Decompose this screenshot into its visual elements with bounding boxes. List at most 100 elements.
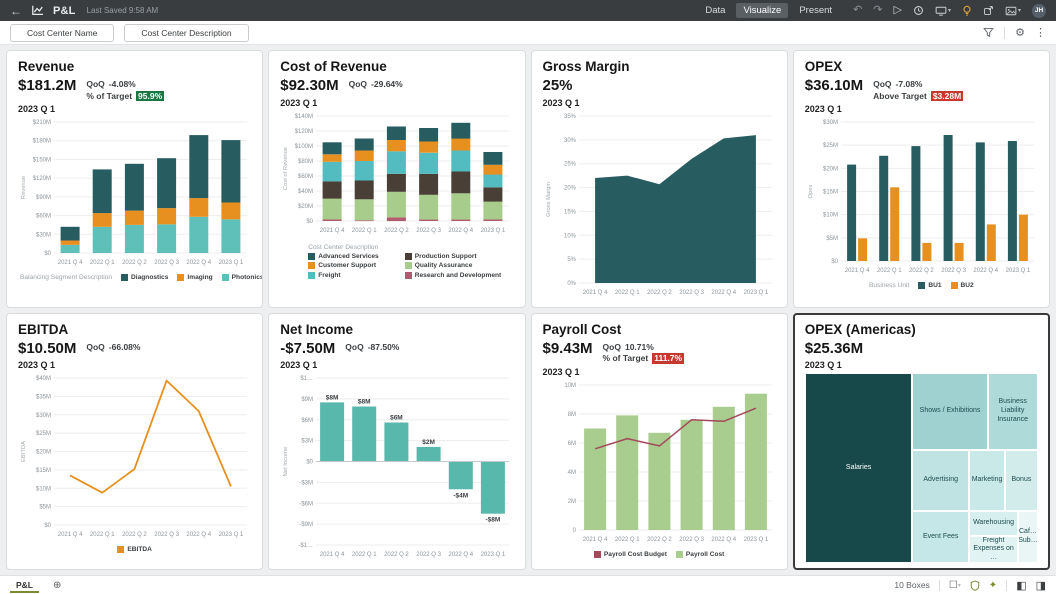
page-tab-pnl[interactable]: P&L	[10, 578, 39, 593]
panel-revenue[interactable]: Revenue $181.2M QoQ -4.08%% of Target 95.9%…	[6, 50, 264, 308]
bar-segment	[680, 419, 703, 530]
treemap-cell[interactable]: Caf… Sub…	[1018, 510, 1038, 563]
svg-text:$0: $0	[307, 219, 314, 225]
kpi-label: QoQ	[86, 79, 105, 89]
filter-cost-center-name[interactable]: Cost Center Name	[10, 23, 115, 42]
kpi-row: QoQ -87.50%	[345, 342, 399, 353]
svg-text:$40M: $40M	[298, 189, 313, 195]
kpi-value: $9.43M	[542, 339, 593, 357]
ebitda-chart[interactable]: $0 $5M $10M $15M $20M $25M $30M $35M $40M 2021 Q …	[18, 372, 251, 545]
svg-text:$6M: $6M	[390, 415, 403, 422]
opex-americas-treemap[interactable]: Salaries Shows / Exhibitions Business Liab…	[804, 373, 1038, 563]
panel-left-icon[interactable]: ◧	[1016, 579, 1027, 592]
export-icon[interactable]	[983, 5, 994, 16]
panel-net-income[interactable]: Net Income -$7.50M QoQ -87.50% 2023 Q 1 $1…	[268, 312, 526, 570]
grid-layout-icon[interactable]: ☐ ▾	[948, 579, 961, 591]
cost-of-revenue-chart[interactable]: $0 $20M $40M $60M $80M $100M $120M $140M 2021 Q …	[280, 110, 513, 241]
kpi-value: $36.10M	[804, 77, 864, 94]
panel-right-icon[interactable]: ◨	[1035, 579, 1046, 592]
panel-payroll-cost[interactable]: Payroll Cost $9.43M QoQ 10.71%% of Target 1…	[530, 312, 788, 570]
bar-segment	[483, 164, 503, 175]
kpi-label: QoQ	[345, 341, 364, 352]
svg-text:$25M: $25M	[36, 431, 51, 437]
svg-text:8M: 8M	[567, 412, 575, 418]
treemap-cell[interactable]: Business Liability Insurance	[987, 373, 1038, 450]
schedule-icon[interactable]	[913, 5, 924, 16]
kpi-label: Above Target	[873, 90, 927, 101]
kpi-delta: 10.71%	[624, 341, 654, 352]
shield-icon[interactable]	[970, 579, 980, 591]
explore-lightbulb-icon[interactable]	[962, 5, 972, 17]
legend-swatch	[308, 262, 316, 269]
bar-segment	[449, 461, 474, 490]
kpi-delta: -66.08%	[108, 341, 141, 352]
treemap-cell[interactable]: Bonus	[1005, 449, 1038, 511]
undo-icon[interactable]: ↶	[853, 4, 863, 16]
redo-icon[interactable]: ↷	[873, 4, 883, 16]
net-income-chart[interactable]: $1… $9M $6M $3M $0 -$3M -$6M -$9M -$1… 2021 Q 4 20…	[280, 372, 513, 565]
bar-segment	[419, 152, 439, 174]
svg-text:30%: 30%	[563, 137, 576, 143]
filter-funnel-icon[interactable]	[983, 27, 994, 38]
kebab-menu-icon[interactable]: ⋮	[1035, 27, 1046, 39]
bar-segment	[451, 122, 471, 139]
svg-text:4M: 4M	[567, 470, 575, 476]
svg-text:$8M: $8M	[326, 394, 339, 401]
kpi-row: % of Target 111.7%	[603, 353, 685, 364]
sparkle-icon[interactable]: ✦	[988, 579, 998, 591]
back-arrow-icon[interactable]: ←	[10, 3, 22, 18]
bar-segment	[387, 126, 407, 140]
panel-cost-of-revenue[interactable]: Cost of Revenue $92.30M QoQ -29.64% 2023 Q…	[268, 50, 526, 308]
bar-segment	[483, 151, 503, 165]
tab-visualize[interactable]: Visualize	[736, 3, 789, 18]
treemap-cell[interactable]: Advertising	[912, 449, 969, 511]
kpi-value: -$7.50M	[280, 339, 336, 357]
settings-gear-icon[interactable]: ⚙	[1015, 27, 1025, 39]
image-options-icon[interactable]: ▾	[1005, 6, 1021, 16]
svg-text:2021 Q 4: 2021 Q 4	[58, 532, 83, 538]
legend-item: Quality Assurance	[404, 262, 501, 269]
legend-swatch	[117, 546, 125, 553]
bar-segment	[322, 153, 342, 162]
display-options-icon[interactable]: ▾	[935, 6, 951, 16]
panel-opex-americas[interactable]: OPEX (Americas) $25.36M 2023 Q 1 Salarie…	[792, 312, 1050, 570]
payroll-cost-chart[interactable]: 0 2M 4M 6M 8M 10M 2021 Q 4 2022 Q 1 2022 Q 2 2022…	[543, 379, 776, 550]
legend-swatch	[404, 252, 412, 260]
bar-segment	[124, 164, 144, 211]
opex-chart[interactable]: $0 $5M $10M $15M $20M $25M $30M 2021 Q 4 2022 Q …	[805, 116, 1038, 281]
bar-segment	[483, 174, 503, 187]
svg-text:2022 Q 4: 2022 Q 4	[186, 260, 211, 266]
svg-text:2021 Q 4: 2021 Q 4	[320, 552, 345, 558]
run-icon[interactable]: ▷	[893, 4, 902, 16]
treemap-cell[interactable]: Warehousing	[969, 510, 1019, 537]
add-page-icon[interactable]: ⊕	[53, 579, 62, 591]
bar-segment	[354, 160, 374, 180]
kpi-list: QoQ 10.71%% of Target 111.7%	[603, 341, 685, 364]
panel-ebitda[interactable]: EBITDA $10.50M QoQ -66.08% 2023 Q 1 $0 $5M $…	[6, 312, 264, 570]
line-series	[594, 407, 756, 450]
user-avatar[interactable]: JH	[1032, 3, 1046, 18]
treemap-cell[interactable]: Marketing	[969, 449, 1006, 511]
svg-text:2022 Q 1: 2022 Q 1	[90, 532, 115, 538]
treemap-cell[interactable]: Salaries	[804, 373, 913, 563]
svg-text:35%: 35%	[563, 114, 576, 120]
filter-cost-center-description[interactable]: Cost Center Description	[124, 23, 249, 42]
divider	[938, 579, 940, 591]
revenue-chart[interactable]: $0 $30M $60M $90M $120M $150M $180M $210M 2021 Q…	[18, 116, 251, 273]
kpi-value: 25%	[542, 77, 573, 94]
treemap-cell[interactable]: Freight Expenses on …	[969, 536, 1019, 563]
svg-text:$20M: $20M	[36, 450, 51, 456]
line-series	[69, 379, 232, 494]
kpi-period: 2023 Q 1	[542, 97, 580, 108]
top-app-bar: ← P&L Last Saved 9:58 AM Data Visualize Pr…	[0, 0, 1056, 21]
treemap-cell[interactable]: Event Fees	[912, 510, 969, 563]
panel-gross-margin[interactable]: Gross Margin 25% 2023 Q 1 0% 5% 10% 15% 20% 2…	[530, 50, 788, 308]
tab-present[interactable]: Present	[799, 5, 833, 16]
gross-margin-chart[interactable]: 0% 5% 10% 15% 20% 25% 30% 35% 2021 Q 4 2022 Q 1 20…	[543, 110, 776, 303]
treemap-cell[interactable]: Shows / Exhibitions	[912, 373, 988, 450]
bar-segment	[744, 393, 767, 530]
svg-text:2022 Q 1: 2022 Q 1	[614, 290, 639, 296]
panel-opex[interactable]: OPEX $36.10M QoQ -7.08% Above Target $3.28M …	[792, 50, 1050, 308]
legend-item: Payroll Cost	[675, 550, 724, 558]
tab-data[interactable]: Data	[705, 5, 726, 16]
